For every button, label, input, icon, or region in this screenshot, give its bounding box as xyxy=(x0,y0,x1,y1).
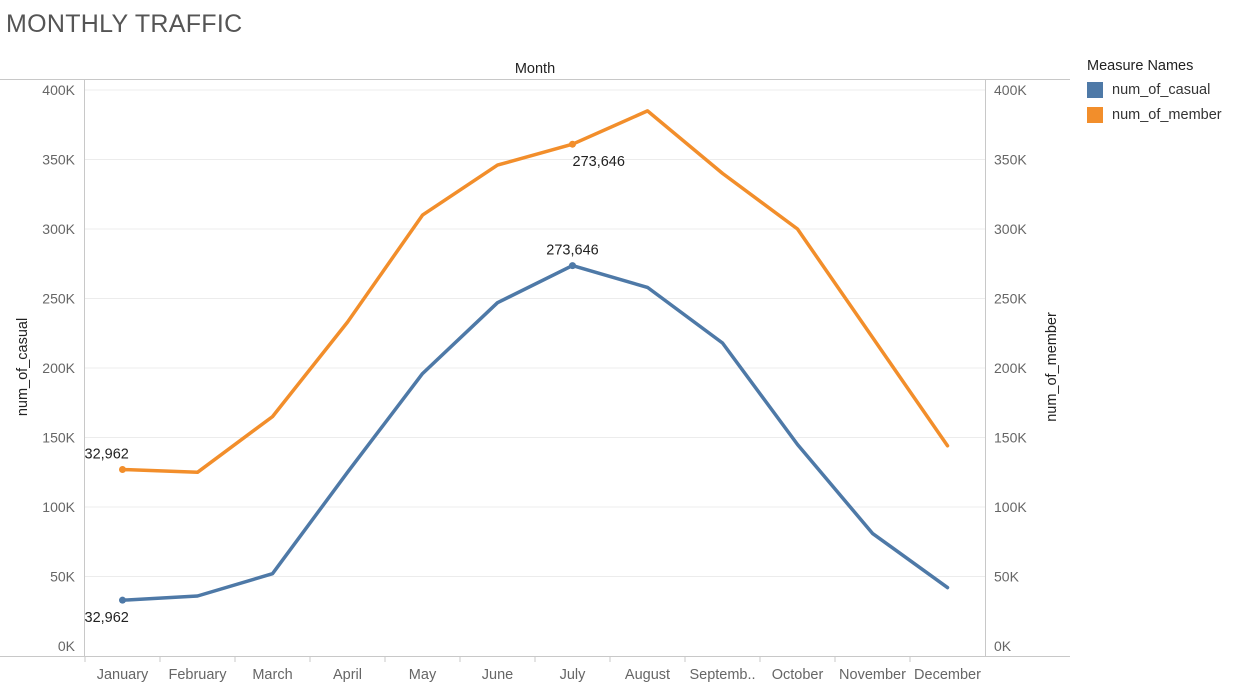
legend: Measure Names num_of_casual num_of_membe… xyxy=(1087,58,1257,127)
x-tick-label: January xyxy=(97,667,149,683)
gridlines xyxy=(85,89,985,577)
legend-swatch-casual xyxy=(1087,81,1103,98)
x-tick-label: June xyxy=(482,667,513,683)
y-tick-label-right: 200K xyxy=(994,360,1027,376)
y-tick-label-right: 0K xyxy=(994,638,1012,654)
data-point-marker xyxy=(569,262,576,270)
y-axis-left-label: num_of_casual xyxy=(15,318,31,416)
x-tick-label: November xyxy=(839,667,906,683)
series-line-num_of_casual[interactable] xyxy=(120,263,950,602)
x-tick-label: April xyxy=(333,667,362,683)
y-axis-left-ticks: 0K 50K 100K 150K 200K 250K 300K 350K 400K xyxy=(42,82,75,654)
data-labels: 32,962 273,646 32,962 273,646 xyxy=(85,140,625,626)
x-tick-label: August xyxy=(625,667,670,683)
y-axis-right-label: num_of_member xyxy=(1044,312,1060,422)
data-label: 32,962 xyxy=(85,446,129,462)
y-tick-label-left: 250K xyxy=(42,291,75,307)
data-label: 273,646 xyxy=(546,243,598,259)
x-tick-label: July xyxy=(560,667,587,683)
y-tick-label-right: 250K xyxy=(994,291,1027,307)
y-tick-label-right: 400K xyxy=(994,82,1027,98)
data-point-marker xyxy=(119,596,126,604)
y-tick-label-left: 350K xyxy=(42,152,75,168)
data-label: 273,646 xyxy=(573,154,625,170)
y-axis-right-ticks: 0K 50K 100K 150K 200K 250K 300K 350K 400K xyxy=(994,82,1027,654)
line-chart[interactable]: Month num_of_casual num_of_member 0K 50K 1… xyxy=(0,0,1080,685)
x-tick-label: March xyxy=(252,667,292,683)
y-tick-label-right: 300K xyxy=(994,221,1027,237)
y-tick-label-left: 0K xyxy=(58,638,76,654)
x-tick-label: May xyxy=(409,667,437,683)
series-line-num_of_member[interactable] xyxy=(120,109,950,475)
data-label: 32,962 xyxy=(85,610,129,626)
x-tick-label: October xyxy=(772,667,824,683)
legend-item-member[interactable]: num_of_member xyxy=(1087,102,1257,127)
y-tick-label-left: 300K xyxy=(42,221,75,237)
legend-item-casual[interactable]: num_of_casual xyxy=(1087,77,1257,102)
x-tick-label: December xyxy=(914,667,981,683)
y-tick-label-right: 50K xyxy=(994,569,1020,585)
y-tick-label-left: 200K xyxy=(42,360,75,376)
chart-title: MONTHLY TRAFFIC xyxy=(6,10,243,38)
legend-label-member: num_of_member xyxy=(1112,106,1222,123)
y-tick-label-right: 350K xyxy=(994,152,1027,168)
chart-frame xyxy=(0,79,1070,657)
legend-swatch-member xyxy=(1087,106,1103,123)
legend-title: Measure Names xyxy=(1087,58,1194,74)
series-lines[interactable] xyxy=(120,109,950,602)
y-tick-label-left: 100K xyxy=(42,499,75,515)
y-tick-label-right: 150K xyxy=(994,430,1027,446)
x-tick-label: February xyxy=(168,667,227,683)
legend-label-casual: num_of_casual xyxy=(1112,81,1211,98)
month-header: Month xyxy=(515,61,555,77)
x-axis-ticks: January February March April May June July Augu… xyxy=(84,657,981,683)
y-tick-label-left: 50K xyxy=(50,569,76,585)
y-tick-label-left: 150K xyxy=(42,430,75,446)
data-point-marker xyxy=(119,465,126,473)
y-tick-label-right: 100K xyxy=(994,499,1027,515)
x-tick-label: Septemb.. xyxy=(689,667,755,683)
data-point-marker xyxy=(569,140,576,148)
y-tick-label-left: 400K xyxy=(42,82,75,98)
